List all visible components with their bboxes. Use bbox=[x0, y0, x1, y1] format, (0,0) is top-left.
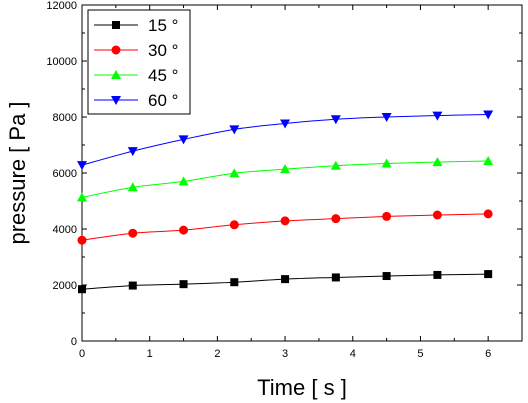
legend-box bbox=[87, 9, 191, 115]
legend-marker bbox=[112, 21, 120, 29]
data-point bbox=[330, 160, 341, 170]
series-4 bbox=[77, 110, 494, 171]
y-tick-label: 0 bbox=[71, 336, 77, 348]
data-point bbox=[280, 119, 291, 129]
series-1 bbox=[78, 270, 493, 294]
y-tick-label: 10000 bbox=[46, 56, 77, 68]
legend-marker bbox=[111, 70, 121, 79]
legend-entry: 60 ° bbox=[94, 91, 178, 110]
y-axis-title: pressure [ Pa ] bbox=[5, 101, 30, 244]
data-point bbox=[229, 220, 239, 230]
data-point bbox=[179, 280, 188, 289]
data-point bbox=[432, 157, 443, 167]
legend: 15 ° 30 ° 45 ° 60 ° bbox=[87, 9, 191, 115]
legend-entry: 45 ° bbox=[94, 66, 178, 85]
data-point bbox=[281, 275, 290, 284]
x-axis: 0 1 2 3 4 5 6 bbox=[79, 5, 491, 360]
x-tick-label: 3 bbox=[282, 348, 288, 360]
y-tick-label: 6000 bbox=[53, 168, 77, 180]
data-point bbox=[127, 182, 138, 192]
data-point bbox=[78, 285, 86, 294]
legend-label: 45 ° bbox=[148, 66, 178, 85]
data-point bbox=[433, 270, 442, 279]
data-point bbox=[484, 270, 493, 279]
legend-entry: 15 ° bbox=[94, 16, 178, 35]
x-tick-label: 5 bbox=[417, 348, 423, 360]
data-point bbox=[382, 211, 392, 221]
data-point bbox=[178, 135, 189, 145]
legend-label: 60 ° bbox=[148, 91, 178, 110]
data-point bbox=[127, 147, 138, 157]
x-axis-title: Time [ s ] bbox=[257, 375, 347, 400]
data-point bbox=[381, 113, 392, 122]
data-point bbox=[330, 115, 341, 125]
series-2 bbox=[77, 209, 493, 245]
data-point bbox=[229, 125, 240, 135]
data-point bbox=[179, 225, 189, 235]
x-tick-label: 4 bbox=[350, 348, 356, 360]
series-layer bbox=[77, 110, 494, 294]
data-point bbox=[77, 235, 87, 245]
data-point bbox=[280, 216, 290, 226]
legend-marker bbox=[111, 96, 121, 105]
data-point bbox=[381, 158, 392, 168]
y-axis: 0 2000 4000 6000 8000 10000 12000 bbox=[46, 0, 522, 348]
data-point bbox=[128, 281, 137, 290]
y-tick-label: 4000 bbox=[53, 224, 77, 236]
x-tick-label: 2 bbox=[214, 348, 220, 360]
data-point bbox=[483, 110, 494, 120]
y-tick-label: 12000 bbox=[46, 0, 77, 12]
data-point bbox=[331, 214, 341, 224]
y-tick-label: 8000 bbox=[53, 112, 77, 124]
data-point bbox=[229, 168, 240, 178]
x-tick-label: 1 bbox=[147, 348, 153, 360]
x-tick-label: 0 bbox=[79, 348, 85, 360]
legend-label: 15 ° bbox=[148, 16, 178, 35]
data-point bbox=[432, 111, 443, 121]
x-tick-label: 6 bbox=[485, 348, 491, 360]
data-point bbox=[280, 164, 291, 174]
series-3 bbox=[77, 155, 494, 202]
legend-marker bbox=[111, 45, 121, 55]
data-point bbox=[77, 192, 87, 202]
legend-label: 30 ° bbox=[148, 41, 178, 60]
data-point bbox=[432, 210, 442, 220]
data-point bbox=[483, 155, 494, 165]
data-point bbox=[382, 272, 391, 281]
data-point bbox=[483, 209, 493, 219]
data-point bbox=[178, 176, 189, 186]
data-point bbox=[331, 273, 340, 282]
legend-entry: 30 ° bbox=[94, 41, 178, 60]
y-tick-label: 2000 bbox=[53, 280, 77, 292]
data-point bbox=[77, 161, 87, 171]
data-point bbox=[230, 278, 239, 287]
data-point bbox=[128, 228, 138, 238]
